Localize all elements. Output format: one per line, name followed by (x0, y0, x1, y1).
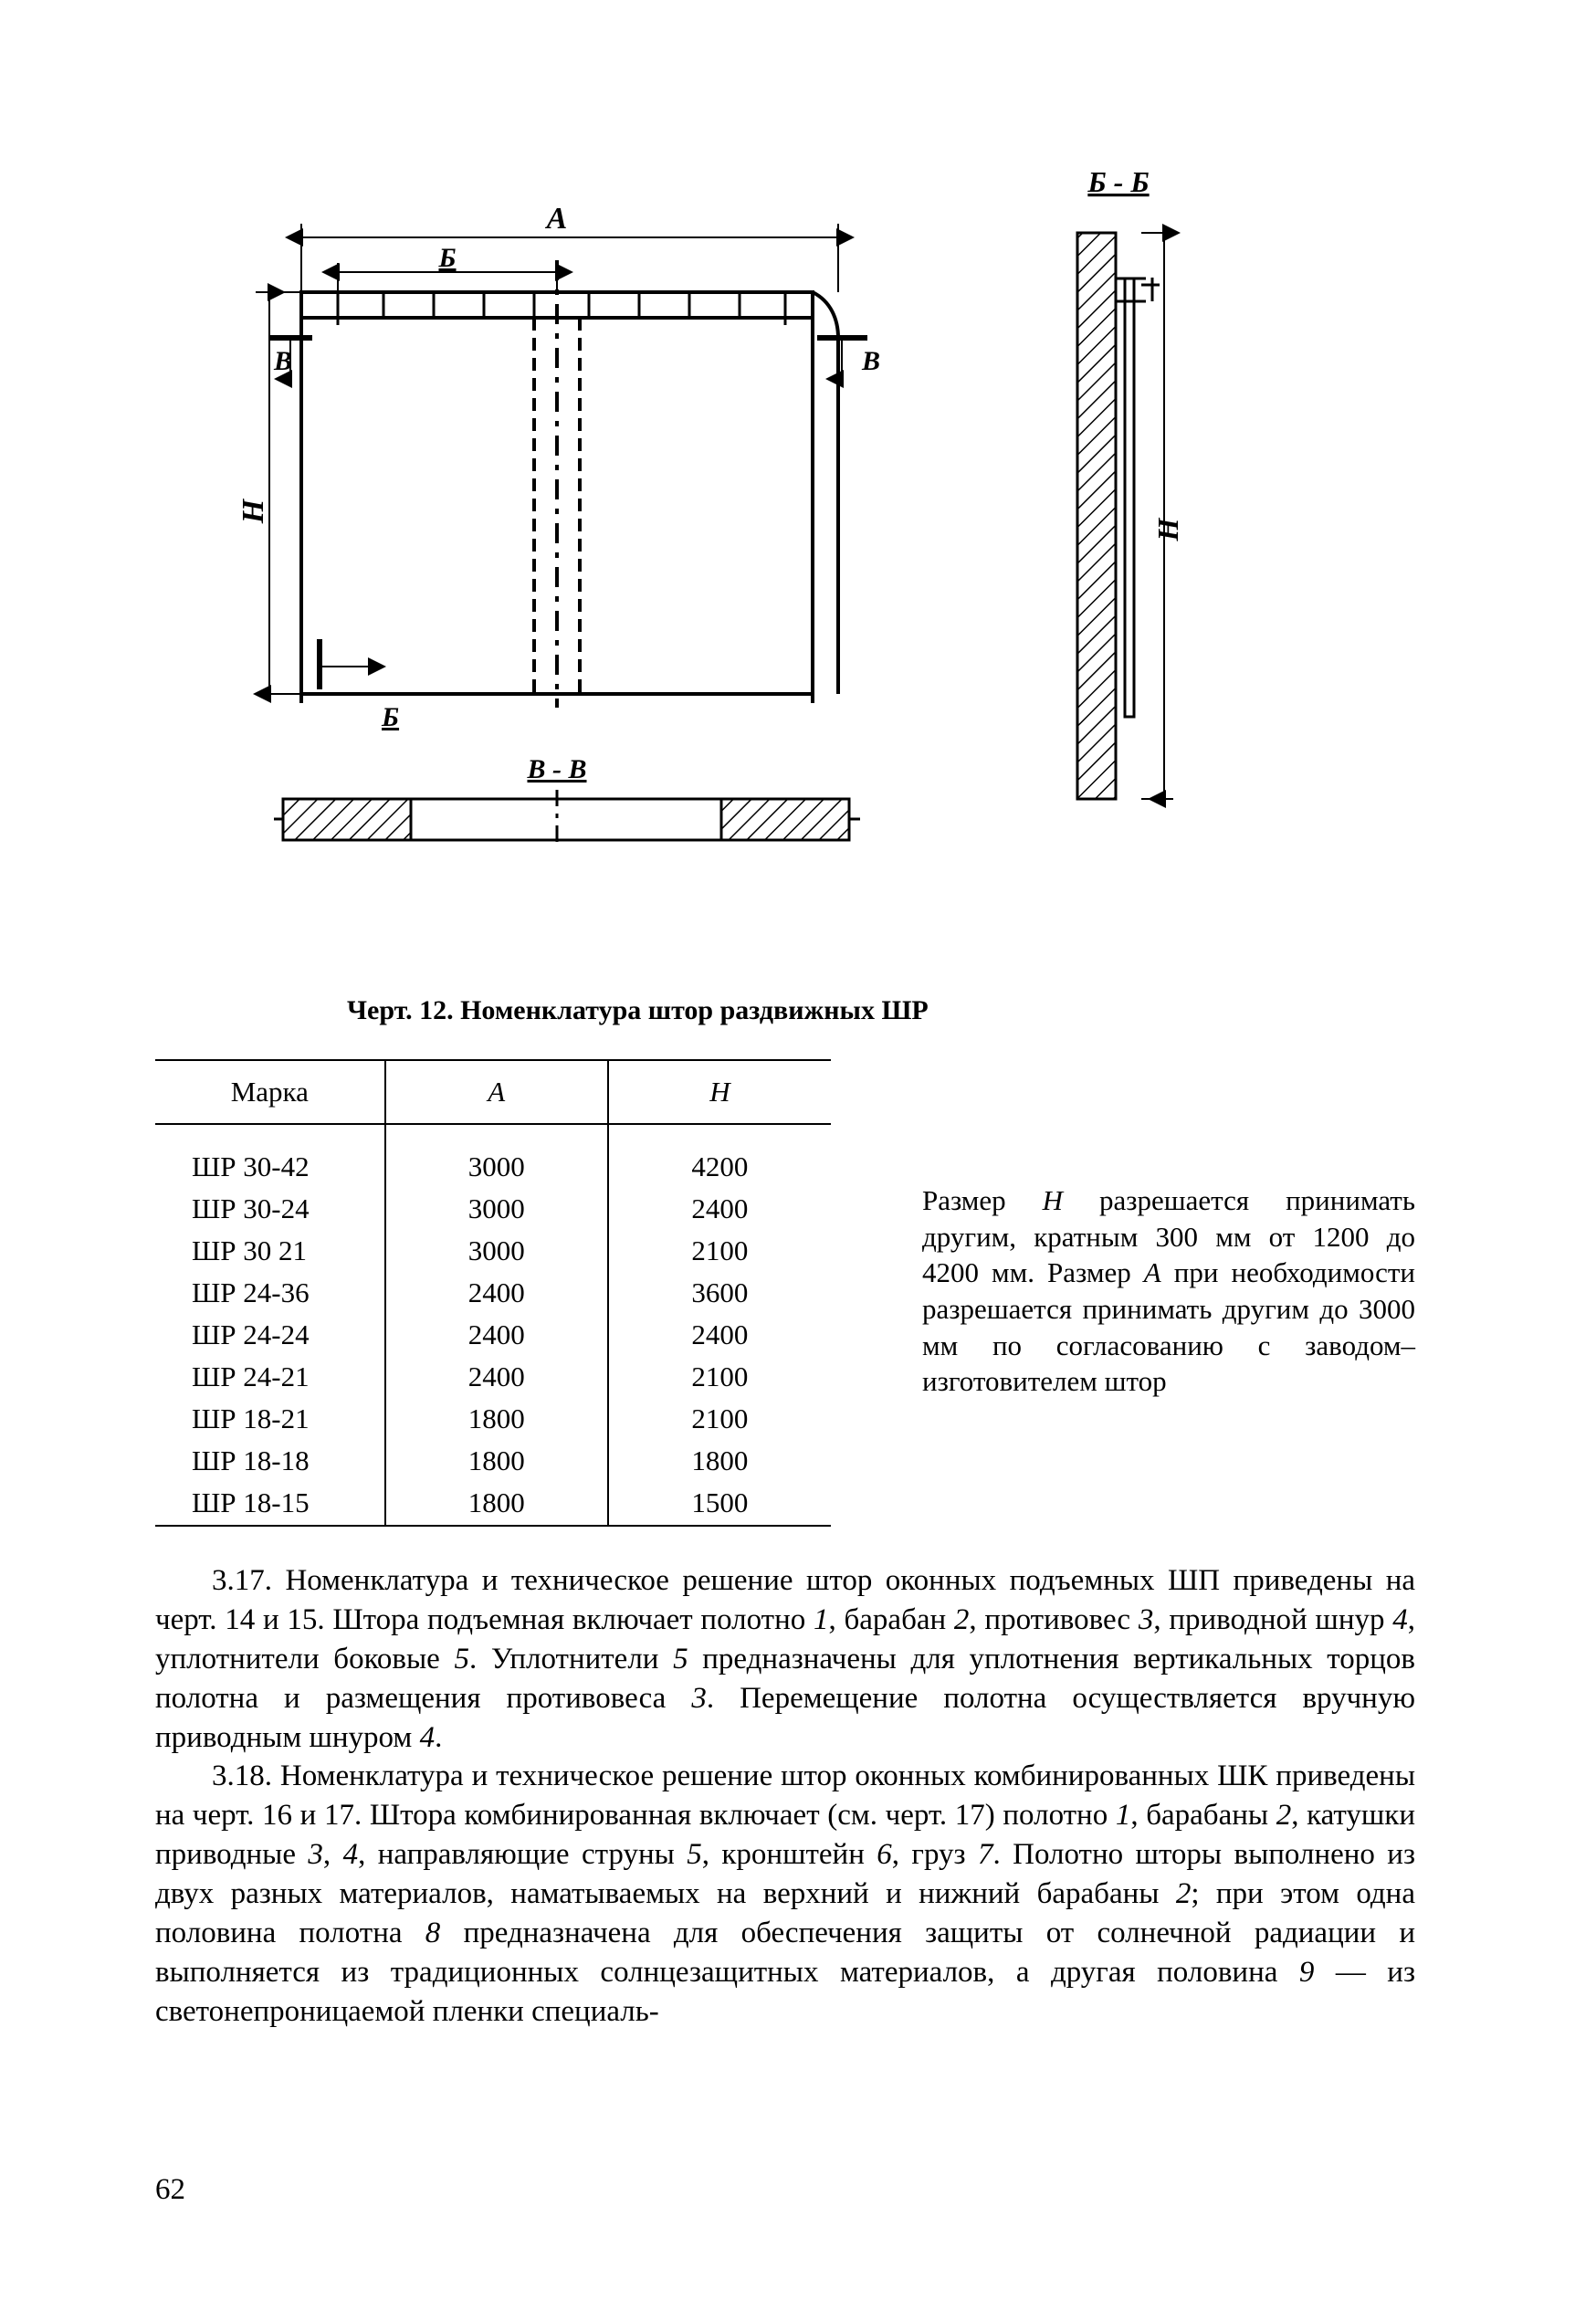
cell-marka: ШР 24-36 (155, 1272, 385, 1314)
cell-H: 1500 (608, 1482, 831, 1526)
section-label-V-right: В (861, 346, 880, 376)
cell-marka: ШР 24-24 (155, 1314, 385, 1356)
page: А Б В В (0, 0, 1596, 2311)
page-number: 62 (155, 2173, 185, 2207)
cell-marka: ШР 30-42 (155, 1124, 385, 1188)
table-row: ШР 18-2118002100 (155, 1398, 831, 1440)
cell-A: 3000 (385, 1124, 608, 1188)
cell-A: 1800 (385, 1398, 608, 1440)
section-label-V-left: В (273, 346, 292, 376)
section-title-BB: Б - Б (1087, 165, 1149, 198)
cell-A: 3000 (385, 1188, 608, 1230)
cell-A: 3000 (385, 1230, 608, 1272)
cell-marka: ШР 30-24 (155, 1188, 385, 1230)
cell-H: 3600 (608, 1272, 831, 1314)
dim-label-H: Н (236, 498, 270, 524)
table-row: ШР 24-2424002400 (155, 1314, 831, 1356)
cell-marka: ШР 24-21 (155, 1356, 385, 1398)
table-row: ШР 18-1818001800 (155, 1440, 831, 1482)
cell-marka: ШР 30 21 (155, 1230, 385, 1272)
cell-H: 2400 (608, 1188, 831, 1230)
cell-H: 2100 (608, 1230, 831, 1272)
table-row: ШР 18-1518001500 (155, 1482, 831, 1526)
table-row: ШР 24-2124002100 (155, 1356, 831, 1398)
dim-label-B-bot: Б (381, 702, 399, 732)
col-A: А (385, 1060, 608, 1124)
cell-marka: ШР 18-18 (155, 1440, 385, 1482)
figure-caption: Черт. 12. Номенклатура штор раздвижных Ш… (347, 995, 929, 1026)
cell-H: 2400 (608, 1314, 831, 1356)
cell-A: 2400 (385, 1272, 608, 1314)
nomenclature-table: Марка А Н ШР 30-4230004200ШР 30-24300024… (155, 1059, 831, 1527)
cell-marka: ШР 18-21 (155, 1398, 385, 1440)
cell-H: 2100 (608, 1398, 831, 1440)
cell-A: 1800 (385, 1440, 608, 1482)
dim-label-A: А (545, 202, 568, 236)
cell-A: 2400 (385, 1356, 608, 1398)
cell-H: 4200 (608, 1124, 831, 1188)
table-row: ШР 30-4230004200 (155, 1124, 831, 1188)
technical-drawing: А Б В В (228, 164, 1278, 895)
cell-H: 1800 (608, 1440, 831, 1482)
dim-label-B-top: Б (437, 243, 456, 273)
front-view (301, 260, 838, 708)
cell-marka: ШР 18-15 (155, 1482, 385, 1526)
dim-label-H-right: Н (1151, 517, 1184, 541)
cell-A: 2400 (385, 1314, 608, 1356)
table-row: ШР 24-3624003600 (155, 1272, 831, 1314)
cell-A: 1800 (385, 1482, 608, 1526)
side-note: Размер Н разрешается при­нимать другим, … (922, 1182, 1415, 1400)
cell-H: 2100 (608, 1356, 831, 1398)
table-row: ШР 30 2130002100 (155, 1230, 831, 1272)
body-text: 3.17. Номенклатура и техническое решение… (155, 1561, 1415, 2032)
col-H: Н (608, 1060, 831, 1124)
table: Марка А Н ШР 30-4230004200ШР 30-24300024… (155, 1059, 831, 1527)
section-title-VV: В - В (526, 754, 586, 784)
table-row: ШР 30-2430002400 (155, 1188, 831, 1230)
col-marka: Марка (155, 1060, 385, 1124)
